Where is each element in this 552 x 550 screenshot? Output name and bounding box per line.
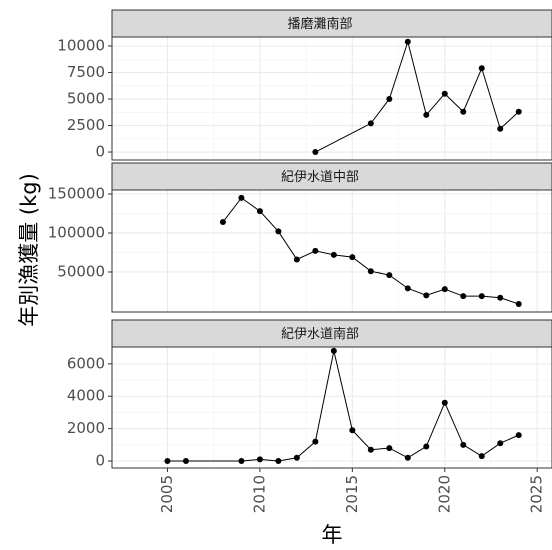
- data-point: [293, 454, 300, 461]
- strip: [111, 9, 552, 38]
- data-point: [423, 111, 430, 118]
- data-point: [386, 445, 393, 452]
- x-tick-label: 2020: [435, 475, 453, 513]
- panel-background: [112, 190, 552, 312]
- strip: [111, 162, 552, 191]
- data-point: [367, 120, 374, 127]
- data-line: [315, 39, 520, 153]
- x-tick-label: 2025: [528, 475, 546, 513]
- x-tick-label: 2010: [250, 475, 268, 513]
- data-point: [515, 108, 522, 115]
- strip-title: 播磨灘南部: [287, 16, 352, 32]
- y-tick-label: 2000: [67, 419, 105, 437]
- data-point: [441, 90, 448, 97]
- data-point: [367, 268, 374, 275]
- data-point: [219, 219, 226, 226]
- panel-background: [112, 347, 552, 468]
- x-axis-title: 年: [322, 523, 343, 547]
- y-tick-label: 0: [95, 143, 105, 161]
- data-point: [515, 300, 522, 307]
- y-tick-label: 150000: [48, 184, 105, 202]
- panel: 0 2500 5000 7500 10000 播磨灘南部: [57, 9, 552, 161]
- data-point: [478, 65, 485, 72]
- data-point: [423, 443, 430, 450]
- data-point: [460, 108, 467, 115]
- x-tick-label: 2015: [343, 475, 361, 513]
- data-point: [238, 194, 245, 201]
- y-axis-title: 年別漁獲量 (kg): [17, 173, 41, 327]
- y-tick-label: 5000: [67, 90, 105, 108]
- y-tick-label: 4000: [67, 387, 105, 405]
- data-point: [460, 441, 467, 448]
- data-point: [497, 125, 504, 132]
- data-point: [275, 228, 282, 235]
- data-point: [275, 458, 282, 465]
- data-point: [312, 438, 319, 445]
- data-point: [404, 38, 411, 45]
- strip: [111, 319, 552, 348]
- data-point: [441, 399, 448, 406]
- y-tick-label: 10000: [57, 37, 105, 55]
- data-point: [312, 247, 319, 254]
- data-point: [256, 456, 263, 463]
- data-point: [349, 254, 356, 261]
- data-point: [441, 286, 448, 293]
- data-point: [349, 427, 356, 434]
- data-point: [256, 208, 263, 215]
- data-point: [497, 440, 504, 447]
- data-point: [404, 285, 411, 292]
- data-point: [386, 96, 393, 103]
- y-tick-label: 2500: [67, 116, 105, 134]
- data-point: [515, 432, 522, 439]
- data-point: [330, 251, 337, 258]
- data-point: [478, 293, 485, 300]
- data-point: [238, 458, 245, 465]
- y-tick-label: 7500: [67, 63, 105, 81]
- panel: 0 2000 4000 6000 紀伊水道南部 2005 2010 2015 2020 2025: [67, 319, 552, 513]
- data-point: [367, 446, 374, 453]
- data-point: [478, 453, 485, 460]
- data-point: [386, 272, 393, 279]
- data-point: [182, 458, 189, 465]
- data-point: [293, 256, 300, 263]
- y-tick-label: 0: [95, 452, 105, 470]
- data-point: [497, 294, 504, 301]
- y-tick-label: 6000: [67, 354, 105, 372]
- panel: 50000 100000 150000 紀伊水道中部: [48, 162, 552, 313]
- data-point: [423, 292, 430, 299]
- data-point: [164, 458, 171, 465]
- y-tick-label: 50000: [57, 262, 105, 280]
- x-tick-label: 2005: [158, 475, 176, 513]
- data-line: [167, 350, 519, 462]
- strip-title: 紀伊水道中部: [281, 170, 359, 185]
- data-point: [312, 149, 319, 156]
- strip-title: 紀伊水道南部: [281, 326, 359, 342]
- data-point: [404, 454, 411, 461]
- data-point: [460, 293, 467, 300]
- y-tick-label: 100000: [48, 223, 105, 241]
- data-point: [330, 347, 337, 354]
